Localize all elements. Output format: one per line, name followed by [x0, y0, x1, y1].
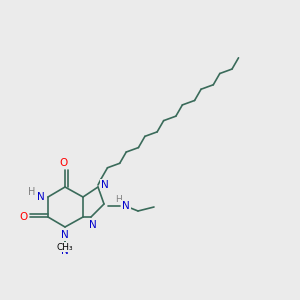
- Text: O: O: [19, 212, 27, 222]
- Text: N: N: [101, 180, 109, 190]
- Text: H: H: [28, 187, 36, 197]
- Text: O: O: [60, 158, 68, 168]
- Text: CH₃: CH₃: [57, 242, 73, 251]
- Text: N: N: [89, 220, 97, 230]
- Text: N: N: [61, 230, 69, 240]
- Text: N: N: [61, 246, 69, 256]
- Text: H: H: [115, 194, 122, 203]
- Text: N: N: [122, 201, 130, 211]
- Text: N: N: [37, 192, 45, 202]
